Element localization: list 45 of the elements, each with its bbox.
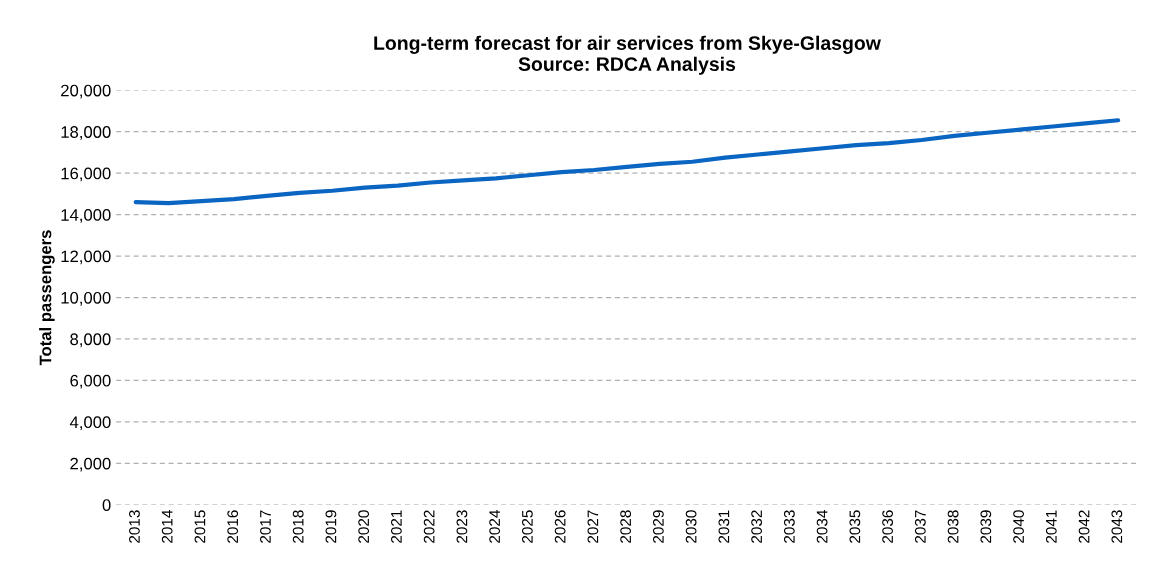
- x-tick-label: 2037: [914, 510, 926, 543]
- y-tick-label: 8,000: [70, 333, 111, 348]
- line-series: [133, 118, 1121, 206]
- y-tick-label: 6,000: [70, 374, 111, 389]
- y-axis-title: Total passengers: [39, 230, 55, 366]
- x-tick-label: 2018: [292, 510, 304, 543]
- x-tick-label: 2014: [161, 510, 173, 543]
- x-tick-label: 2028: [620, 510, 632, 543]
- x-tick-label: 2013: [129, 510, 140, 543]
- x-tick-label: 2039: [980, 510, 992, 543]
- y-tick-label: 14,000: [61, 209, 111, 223]
- x-tick-label: 2042: [1078, 510, 1090, 543]
- y-tick-label: 10,000: [61, 291, 111, 306]
- x-tick-label: 2030: [685, 510, 697, 543]
- x-tick-label: 2021: [391, 510, 402, 543]
- x-tick-label: 2033: [783, 510, 795, 543]
- y-tick-label: 20,000: [61, 84, 111, 99]
- x-tick-label: 2023: [456, 510, 468, 543]
- x-tick-label: 2017: [260, 510, 271, 543]
- x-tick-label: 2034: [816, 510, 828, 543]
- x-tick-label: 2024: [489, 510, 501, 543]
- x-tick-label: 2015: [194, 510, 206, 543]
- x-tick-label: 2036: [882, 510, 894, 543]
- x-tick-label: 2038: [947, 510, 959, 543]
- y-tick-label: 4,000: [69, 416, 111, 431]
- x-tick-label: 2032: [751, 510, 763, 543]
- x-tick-label: 2043: [1111, 510, 1123, 543]
- x-tick-label: 2040: [1013, 510, 1024, 543]
- x-tick-label: 2026: [554, 510, 566, 543]
- x-tick-label: 2016: [227, 510, 239, 543]
- chart-title: Long-term forecast for air services from Skye-Glasgow Source: RDCA Analysis: [374, 35, 881, 75]
- x-tick-label: 2020: [358, 510, 370, 543]
- y-tick-label: 0: [102, 499, 111, 511]
- x-tick-label: 2022: [423, 510, 435, 543]
- y-tick-label: 18,000: [61, 126, 111, 140]
- y-tick-label: 12,000: [61, 250, 111, 265]
- x-tick-label: 2027: [587, 510, 599, 543]
- x-tick-label: 2029: [652, 510, 664, 543]
- x-tick-label: 2019: [325, 510, 337, 543]
- y-tick-label: 16,000: [61, 167, 111, 182]
- x-tick-label: 2035: [849, 510, 861, 543]
- x-tick-label: 2031: [718, 510, 730, 543]
- x-tick-label: 2041: [1045, 510, 1057, 543]
- x-tick-label: 2025: [521, 510, 533, 543]
- y-tick-label: 2,000: [70, 457, 111, 472]
